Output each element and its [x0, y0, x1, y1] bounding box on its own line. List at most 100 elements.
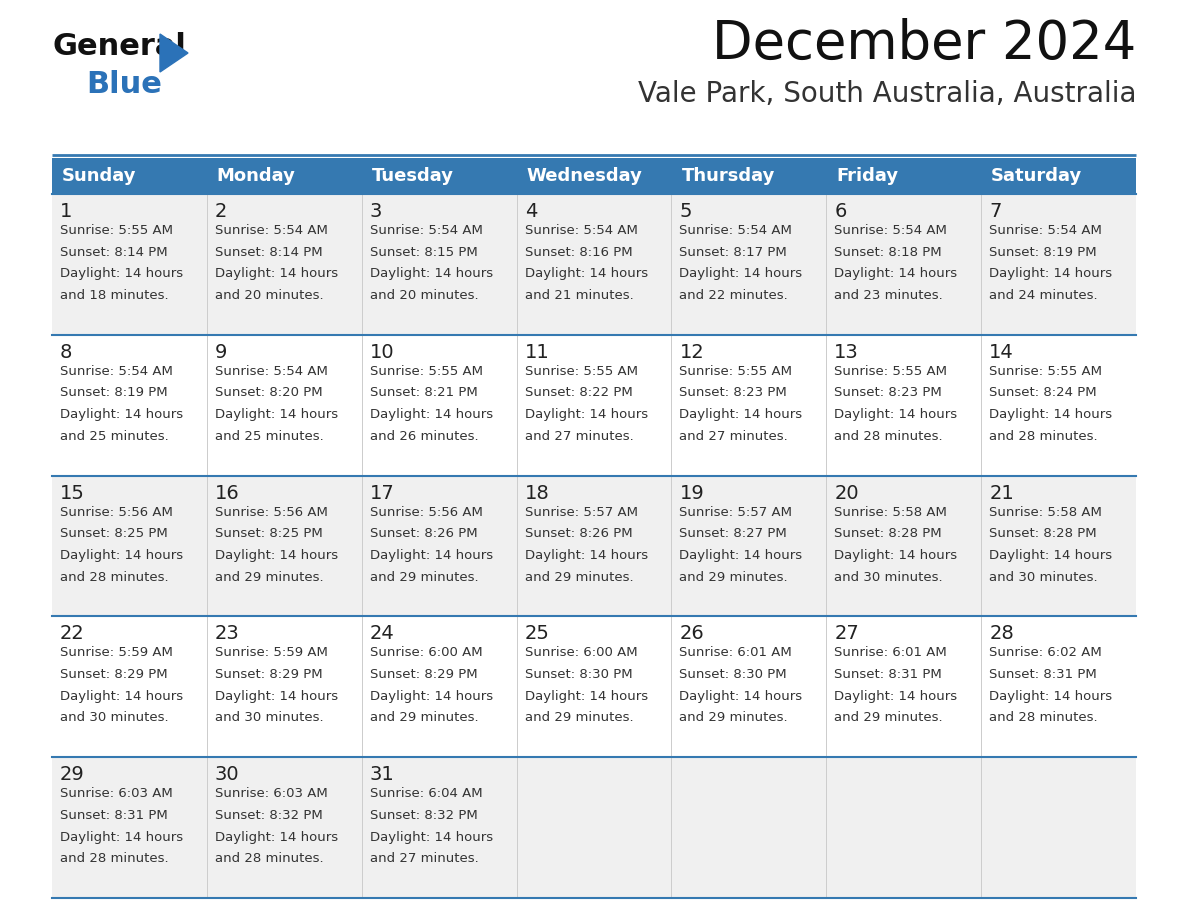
Text: Thursday: Thursday — [682, 167, 775, 185]
Text: Sunset: 8:24 PM: Sunset: 8:24 PM — [990, 386, 1097, 399]
Text: Sunrise: 5:54 AM: Sunrise: 5:54 AM — [215, 224, 328, 237]
Text: Sunrise: 5:56 AM: Sunrise: 5:56 AM — [369, 506, 482, 519]
Text: and 21 minutes.: and 21 minutes. — [525, 289, 633, 302]
Text: Sunset: 8:26 PM: Sunset: 8:26 PM — [525, 527, 632, 541]
Text: 23: 23 — [215, 624, 240, 644]
Bar — [361, 158, 517, 194]
Text: and 28 minutes.: and 28 minutes. — [61, 852, 169, 865]
Text: Sunrise: 5:55 AM: Sunrise: 5:55 AM — [525, 364, 638, 378]
Text: 3: 3 — [369, 202, 383, 221]
Text: 1: 1 — [61, 202, 72, 221]
Text: 8: 8 — [61, 342, 72, 362]
Text: Sunrise: 5:59 AM: Sunrise: 5:59 AM — [61, 646, 173, 659]
Text: Sunset: 8:14 PM: Sunset: 8:14 PM — [215, 246, 322, 259]
Text: Blue: Blue — [86, 70, 162, 99]
Text: 17: 17 — [369, 484, 394, 502]
Text: Sunset: 8:29 PM: Sunset: 8:29 PM — [215, 668, 322, 681]
Text: Daylight: 14 hours: Daylight: 14 hours — [834, 689, 958, 702]
Text: Daylight: 14 hours: Daylight: 14 hours — [61, 267, 183, 280]
Text: Sunset: 8:30 PM: Sunset: 8:30 PM — [525, 668, 632, 681]
Bar — [517, 158, 671, 194]
Text: Sunrise: 6:01 AM: Sunrise: 6:01 AM — [680, 646, 792, 659]
Text: and 28 minutes.: and 28 minutes. — [990, 430, 1098, 442]
Bar — [52, 335, 1136, 476]
Text: 5: 5 — [680, 202, 691, 221]
Text: and 27 minutes.: and 27 minutes. — [525, 430, 633, 442]
Text: 22: 22 — [61, 624, 84, 644]
Text: 26: 26 — [680, 624, 704, 644]
Text: Sunset: 8:25 PM: Sunset: 8:25 PM — [215, 527, 323, 541]
Text: 6: 6 — [834, 202, 847, 221]
Text: Sunset: 8:19 PM: Sunset: 8:19 PM — [990, 246, 1097, 259]
Text: 10: 10 — [369, 342, 394, 362]
Text: Sunrise: 5:54 AM: Sunrise: 5:54 AM — [61, 364, 173, 378]
Text: Sunset: 8:15 PM: Sunset: 8:15 PM — [369, 246, 478, 259]
Text: Sunset: 8:23 PM: Sunset: 8:23 PM — [834, 386, 942, 399]
Text: and 29 minutes.: and 29 minutes. — [834, 711, 943, 724]
Text: Daylight: 14 hours: Daylight: 14 hours — [369, 831, 493, 844]
Bar — [981, 158, 1136, 194]
Text: 25: 25 — [525, 624, 549, 644]
Text: 19: 19 — [680, 484, 704, 502]
Text: 11: 11 — [525, 342, 549, 362]
Text: Sunrise: 5:56 AM: Sunrise: 5:56 AM — [215, 506, 328, 519]
Text: 13: 13 — [834, 342, 859, 362]
Text: 2: 2 — [215, 202, 227, 221]
Text: Tuesday: Tuesday — [372, 167, 454, 185]
Text: 9: 9 — [215, 342, 227, 362]
Text: 7: 7 — [990, 202, 1001, 221]
Text: Sunrise: 6:03 AM: Sunrise: 6:03 AM — [61, 788, 172, 800]
Text: Daylight: 14 hours: Daylight: 14 hours — [990, 267, 1112, 280]
Text: Wednesday: Wednesday — [526, 167, 643, 185]
Bar — [52, 194, 1136, 335]
Text: and 18 minutes.: and 18 minutes. — [61, 289, 169, 302]
Text: Sunrise: 6:01 AM: Sunrise: 6:01 AM — [834, 646, 947, 659]
Text: 29: 29 — [61, 766, 84, 784]
Text: and 27 minutes.: and 27 minutes. — [680, 430, 788, 442]
Text: 21: 21 — [990, 484, 1013, 502]
Bar — [207, 158, 361, 194]
Text: 18: 18 — [525, 484, 549, 502]
Text: and 30 minutes.: and 30 minutes. — [990, 571, 1098, 584]
Text: 24: 24 — [369, 624, 394, 644]
Text: Friday: Friday — [836, 167, 898, 185]
Text: and 28 minutes.: and 28 minutes. — [990, 711, 1098, 724]
Text: and 29 minutes.: and 29 minutes. — [215, 571, 323, 584]
Polygon shape — [160, 34, 188, 72]
Text: Daylight: 14 hours: Daylight: 14 hours — [525, 409, 647, 421]
Text: Sunrise: 5:55 AM: Sunrise: 5:55 AM — [990, 364, 1102, 378]
Text: 15: 15 — [61, 484, 84, 502]
Bar — [52, 476, 1136, 616]
Text: Sunrise: 5:57 AM: Sunrise: 5:57 AM — [680, 506, 792, 519]
Text: Sunrise: 5:59 AM: Sunrise: 5:59 AM — [215, 646, 328, 659]
Text: Daylight: 14 hours: Daylight: 14 hours — [215, 689, 337, 702]
Text: Daylight: 14 hours: Daylight: 14 hours — [990, 549, 1112, 562]
Text: Sunset: 8:19 PM: Sunset: 8:19 PM — [61, 386, 168, 399]
Text: Vale Park, South Australia, Australia: Vale Park, South Australia, Australia — [638, 80, 1136, 108]
Text: 12: 12 — [680, 342, 704, 362]
Text: Daylight: 14 hours: Daylight: 14 hours — [61, 831, 183, 844]
Text: and 30 minutes.: and 30 minutes. — [61, 711, 169, 724]
Text: Daylight: 14 hours: Daylight: 14 hours — [61, 549, 183, 562]
Text: and 29 minutes.: and 29 minutes. — [369, 711, 479, 724]
Text: and 29 minutes.: and 29 minutes. — [525, 571, 633, 584]
Text: Sunset: 8:23 PM: Sunset: 8:23 PM — [680, 386, 788, 399]
Text: Daylight: 14 hours: Daylight: 14 hours — [369, 409, 493, 421]
Text: Sunset: 8:31 PM: Sunset: 8:31 PM — [990, 668, 1097, 681]
Text: Sunset: 8:32 PM: Sunset: 8:32 PM — [215, 809, 323, 822]
Text: and 27 minutes.: and 27 minutes. — [369, 852, 479, 865]
Bar — [52, 757, 1136, 898]
Text: and 28 minutes.: and 28 minutes. — [834, 430, 943, 442]
Text: Sunset: 8:26 PM: Sunset: 8:26 PM — [369, 527, 478, 541]
Text: Daylight: 14 hours: Daylight: 14 hours — [525, 267, 647, 280]
Text: 14: 14 — [990, 342, 1013, 362]
Text: and 28 minutes.: and 28 minutes. — [61, 571, 169, 584]
Text: Sunset: 8:32 PM: Sunset: 8:32 PM — [369, 809, 478, 822]
Text: Sunrise: 5:58 AM: Sunrise: 5:58 AM — [834, 506, 947, 519]
Text: Sunset: 8:28 PM: Sunset: 8:28 PM — [990, 527, 1097, 541]
Bar — [52, 158, 207, 194]
Text: and 28 minutes.: and 28 minutes. — [215, 852, 323, 865]
Text: Daylight: 14 hours: Daylight: 14 hours — [215, 831, 337, 844]
Text: Daylight: 14 hours: Daylight: 14 hours — [215, 549, 337, 562]
Text: Sunset: 8:25 PM: Sunset: 8:25 PM — [61, 527, 168, 541]
